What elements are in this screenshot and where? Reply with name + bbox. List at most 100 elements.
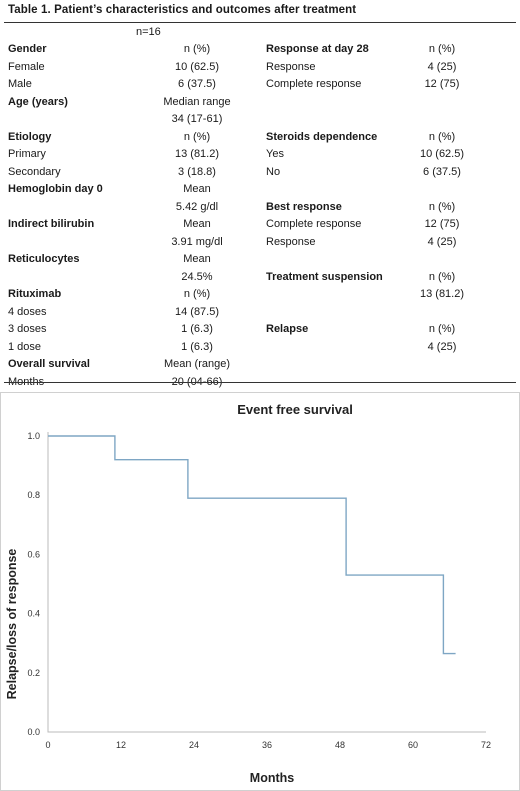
chart-frame: [0, 392, 520, 791]
patient-characteristics-table: Gender n (%) Response at day 28 n (%) Female…: [8, 41, 514, 391]
table-cell: [8, 234, 144, 252]
table-cell: n (%): [428, 130, 456, 143]
table-cell: 13 (81.2): [174, 148, 220, 160]
table-cell: 10 (62.5): [174, 60, 220, 73]
chart-title: Event free survival: [237, 402, 353, 417]
table-cell: [250, 304, 370, 322]
table-cell: Response: [266, 60, 316, 73]
table-cell: 1 (6.3): [181, 323, 213, 335]
table-cell: Mean (range): [163, 358, 231, 370]
table-cell: 14 (87.5): [174, 305, 220, 318]
x-tick-label: 72: [481, 740, 491, 750]
table-cell: n (%): [428, 270, 456, 283]
table-cell: 1 dose: [8, 340, 42, 353]
x-tick-label: 0: [45, 740, 50, 750]
table-cell: 13 (81.2): [419, 288, 465, 300]
table-top-rule: [4, 22, 516, 23]
table-cell: 20 (04-66): [171, 375, 223, 388]
survival-step-line: [48, 435, 456, 655]
table-cell: n (%): [428, 323, 456, 335]
table-cell: 1 (6.3): [181, 340, 213, 353]
y-axis-label: Relapse/loss of response: [5, 549, 19, 700]
table-cell: Treatment suspension: [266, 270, 383, 283]
table-cell: Age (years): [8, 95, 68, 108]
table-cell: 34 (17-61): [171, 113, 223, 125]
table-cell: Yes: [266, 148, 284, 160]
table-cell: Steroids dependence: [266, 130, 378, 143]
y-tick-label: 0.4: [27, 609, 40, 619]
table-cell: 3 (18.8): [178, 165, 216, 178]
x-axis-label: Months: [250, 771, 294, 785]
table-cell: 6 (37.5): [178, 78, 216, 90]
table-cell: n (%): [183, 43, 211, 55]
table-cell: [250, 356, 370, 374]
table-cell: Complete response: [266, 78, 362, 90]
table-cell: Female: [8, 60, 45, 73]
y-tick-label: 0.0: [27, 727, 40, 737]
table-cell: n (%): [428, 200, 456, 213]
table-cell: 4 doses: [8, 305, 47, 318]
x-tick-label: 24: [189, 740, 199, 750]
table-cell: [8, 199, 144, 217]
table-cell: Etiology: [8, 130, 52, 143]
table-cell: 3.91 mg/dl: [171, 235, 223, 248]
table-cell: [250, 251, 370, 269]
table-cell: [250, 286, 370, 304]
table-cell: Months: [8, 375, 45, 388]
table-cell: n (%): [183, 130, 211, 143]
table-cell: Mean: [183, 218, 211, 230]
x-tick-label: 60: [408, 740, 418, 750]
table-cell: [250, 94, 370, 112]
table-cell: [370, 304, 514, 322]
table-cell: Complete response: [266, 218, 362, 230]
table-cell: Mean: [183, 183, 211, 195]
table-cell: Reticulocytes: [8, 253, 80, 265]
x-tick-label: 36: [262, 740, 272, 750]
table-cell: [250, 181, 370, 199]
table-cell: Indirect bilirubin: [8, 218, 95, 230]
table-cell: 6 (37.5): [423, 165, 461, 178]
table-cell: [370, 111, 514, 129]
table-cell: 12 (75): [424, 78, 460, 90]
table-cell: Response: [266, 235, 316, 248]
sample-size-label: n=16: [136, 26, 161, 38]
table-cell: Rituximab: [8, 288, 62, 300]
y-tick-label: 1.0: [27, 431, 40, 441]
table-cell: [370, 251, 514, 269]
x-tick-label: 12: [116, 740, 126, 750]
x-tick-label: 48: [335, 740, 345, 750]
table-title: Table 1. Patient’s characteristics and o…: [8, 4, 357, 16]
table-cell: 5.42 g/dl: [175, 200, 219, 213]
table-cell: 12 (75): [424, 218, 460, 230]
table-cell: Mean: [183, 253, 211, 265]
table-cell: 3 doses: [8, 323, 47, 335]
table-cell: 10 (62.5): [419, 148, 465, 160]
chart-axes: [47, 432, 486, 733]
table-cell: Response at day 28: [266, 43, 369, 55]
table-cell: Best response: [266, 200, 342, 213]
table-cell: 24.5%: [181, 270, 213, 283]
table-cell: Relapse: [266, 323, 309, 335]
table-cell: Median range: [163, 95, 231, 108]
table-cell: Primary: [8, 148, 46, 160]
table-cell: [250, 111, 370, 129]
table-cell: No: [266, 165, 281, 178]
table-cell: Secondary: [8, 165, 61, 178]
table-cell: Male: [8, 78, 32, 90]
y-tick-label: 0.8: [27, 490, 40, 500]
event-free-survival-chart: Event free survival Months Relapse/loss …: [0, 392, 520, 791]
table-cell: Gender: [8, 43, 47, 55]
table-cell: [370, 356, 514, 374]
table-cell: Overall survival: [8, 358, 90, 370]
table-cell: [8, 269, 144, 287]
table-cell: [370, 94, 514, 112]
table-cell: n (%): [183, 288, 211, 300]
table-cell: 4 (25): [427, 340, 457, 353]
table-cell: 4 (25): [427, 60, 457, 73]
table-cell: [8, 111, 144, 129]
y-tick-label: 0.2: [27, 668, 40, 678]
table-cell: n (%): [428, 43, 456, 55]
table-cell: 4 (25): [427, 235, 457, 248]
table-bottom-rule: [4, 382, 516, 383]
table-cell: Hemoglobin day 0: [8, 183, 103, 195]
